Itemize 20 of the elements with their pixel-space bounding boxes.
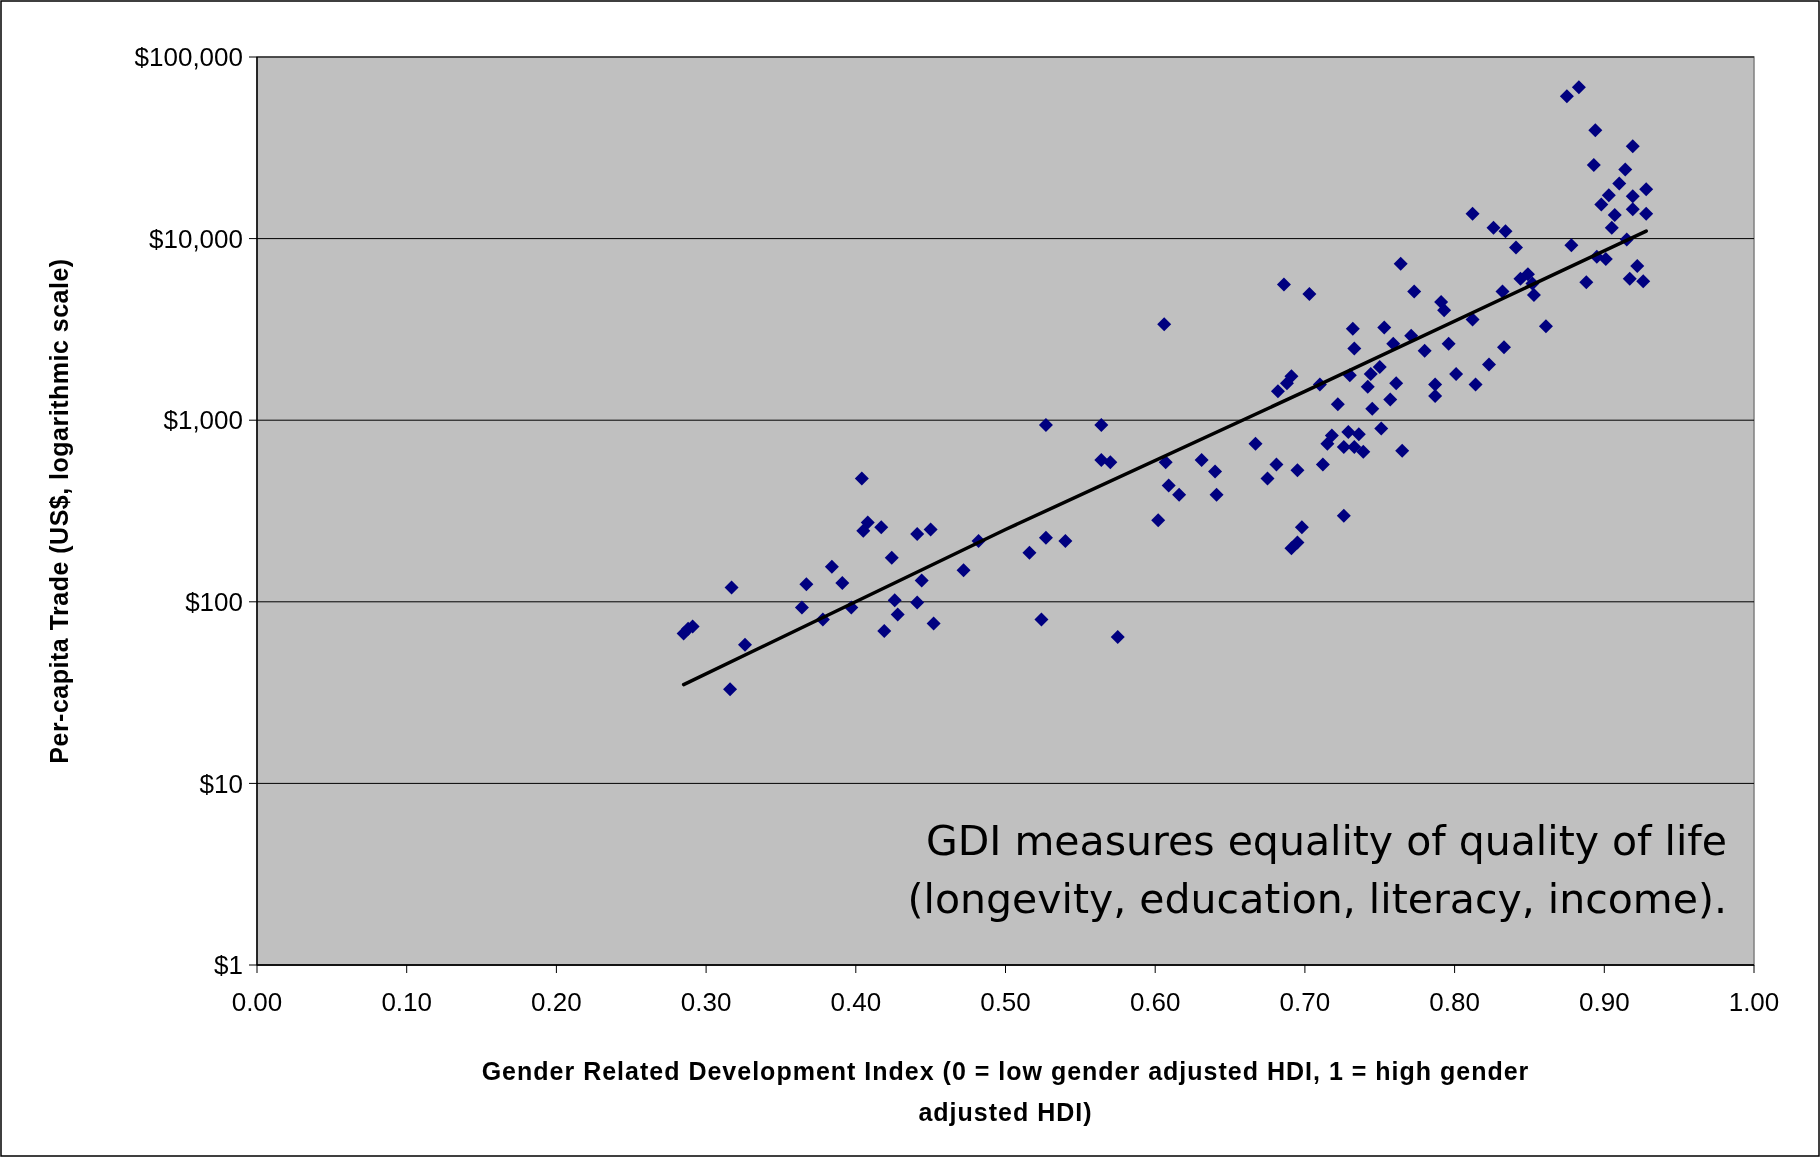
y-tick-label: $1 [214,950,243,981]
y-tick-label: $10 [199,768,243,799]
annotation: GDI measures equality of quality of life (longevity, education, literacy, income). [907,817,1727,923]
y-tick-label: $10,000 [149,223,243,254]
x-tick-label: 0.10 [381,987,432,1017]
y-tick-label: $1,000 [163,405,243,436]
x-tick-label: 0.20 [531,987,582,1017]
x-tick-label: 0.40 [830,987,882,1017]
x-tick-label: 0.60 [1129,987,1181,1017]
x-tick-label: 0.30 [680,987,732,1017]
x-tick-label: 0.50 [980,987,1031,1017]
x-tick-label: 0.00 [231,987,283,1017]
x-tick-label: 0.70 [1279,987,1331,1017]
x-tick-label: 1.00 [1728,987,1780,1017]
x-tick-label: 0.90 [1579,987,1630,1017]
x-tick-label: 0.80 [1429,987,1480,1017]
y-tick-label: $100,000 [134,42,243,73]
x-axis-title: Gender Related Development Index (0 = low gender adjusted HDI, 1 = high gender adjusted HDI) [481,1057,1530,1126]
y-tick-label: $100 [185,586,243,617]
y-axis-title: Per-capita Trade (US$, logarithmic scale) [45,258,73,764]
